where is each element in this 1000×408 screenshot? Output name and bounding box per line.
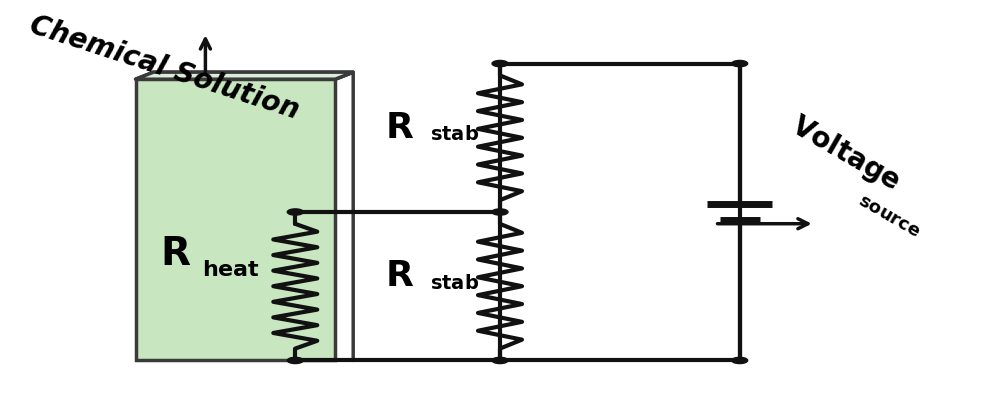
Text: $\mathbf{stab}$: $\mathbf{stab}$ bbox=[430, 125, 479, 144]
Circle shape bbox=[732, 60, 748, 67]
Circle shape bbox=[492, 60, 508, 67]
Circle shape bbox=[492, 357, 508, 364]
Text: $\mathbf{R}$: $\mathbf{R}$ bbox=[385, 111, 414, 145]
Circle shape bbox=[732, 357, 748, 364]
FancyBboxPatch shape bbox=[136, 79, 335, 360]
Circle shape bbox=[492, 209, 508, 215]
Circle shape bbox=[287, 209, 303, 215]
Text: $\mathbf{R}$: $\mathbf{R}$ bbox=[385, 259, 414, 293]
Text: $\mathbf{stab}$: $\mathbf{stab}$ bbox=[430, 274, 479, 293]
Polygon shape bbox=[136, 72, 353, 79]
Text: $\mathit{\mathbf{Voltage}}$: $\mathit{\mathbf{Voltage}}$ bbox=[785, 109, 906, 197]
Circle shape bbox=[287, 357, 303, 364]
Text: Chemical Solution: Chemical Solution bbox=[26, 11, 302, 124]
Text: $\mathit{\mathbf{source}}$: $\mathit{\mathbf{source}}$ bbox=[855, 191, 923, 241]
Text: $\mathbf{R}$: $\mathbf{R}$ bbox=[160, 235, 192, 273]
Text: $\mathbf{heat}$: $\mathbf{heat}$ bbox=[202, 260, 260, 280]
